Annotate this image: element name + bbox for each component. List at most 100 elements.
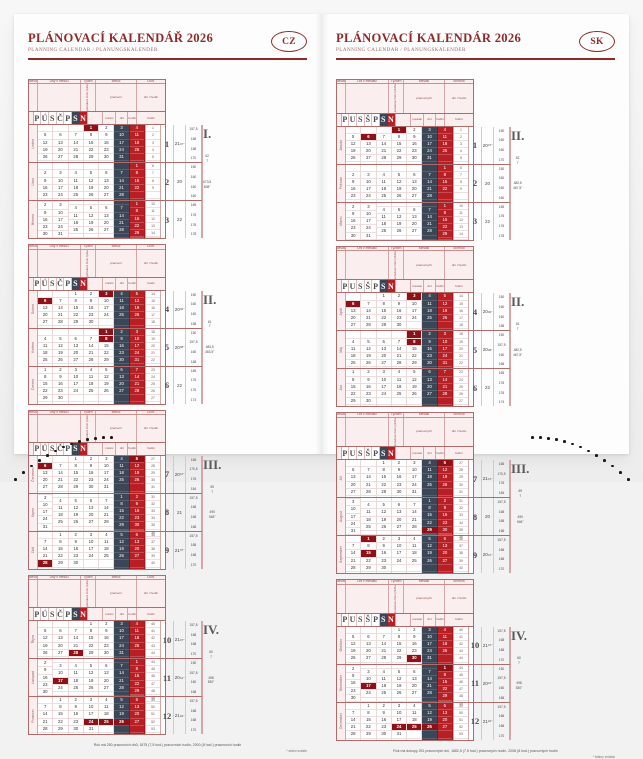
day-cell: 12: [68, 505, 83, 513]
day-column-S: 2 9 16 23 30: [68, 697, 84, 735]
header-week-sub-label: poradové číslo týždňa: [393, 251, 397, 280]
day-cell: 13: [361, 641, 376, 649]
day-cell: 3: [391, 536, 407, 544]
day-cell: 25: [422, 315, 437, 323]
week-number: 16: [454, 308, 468, 315]
day-column-S: 7 14 21 28: [114, 659, 130, 697]
dow-week-sub: [88, 277, 104, 290]
day-cell: [391, 565, 407, 572]
day-column-P: 4 11 18 25: [407, 536, 423, 574]
day-cell: [422, 165, 437, 172]
month-name-cell: Únor: [29, 163, 38, 201]
day-column-P: 2 9 16 23 30: [38, 659, 54, 697]
week-number-column: 18 19 20 21 22: [453, 331, 469, 369]
page-subtitle: PLANNING CALENDAR / PLANUNGSKALENDER: [336, 47, 466, 53]
day-cell: 15: [391, 641, 407, 649]
dow-letter-U-1: U: [349, 280, 357, 293]
month-name-label: August: [339, 511, 343, 523]
day-column-P: 3 10 17 24: [99, 290, 115, 328]
day-cell: 7: [114, 205, 129, 213]
day-cell: 18: [129, 140, 144, 147]
quarter-grid: Měsíc Dny v měsíci Týden Měsíc Čtvrt. pořadov…: [28, 79, 307, 736]
day-column-Ú: 2 9 16 23 30: [53, 366, 69, 404]
day-cell: 4: [38, 336, 53, 343]
day-cell: [437, 731, 452, 739]
month-hours-75: 150: [498, 295, 505, 300]
week-number: 11: [146, 208, 160, 216]
month-hours: 150 157,5 160 168: [494, 665, 509, 702]
week-number: 37: [454, 543, 468, 551]
header-quarter-label: Čtvrt.: [137, 80, 165, 84]
day-cell: 2: [346, 172, 361, 180]
day-column-P: 6 13 20 27: [407, 664, 423, 702]
day-cell: 14: [391, 346, 407, 353]
day-cell: [437, 655, 452, 663]
day-cell: 24: [346, 521, 361, 528]
month-working-days-alt: 47": [179, 472, 185, 477]
day-cell: [129, 395, 144, 403]
quarter-total-days: 482,5: [513, 181, 522, 186]
perforation-dot: [46, 453, 49, 457]
day-cell: 19: [114, 711, 129, 719]
day-cell: 26: [422, 558, 437, 565]
day-cell: 18: [376, 221, 391, 229]
week-number: 2: [454, 134, 468, 142]
day-cell: 18: [83, 381, 99, 388]
day-cell: 24: [422, 648, 437, 656]
day-cell: 6: [407, 669, 422, 677]
day-column-S: 6 13 20 27: [376, 331, 392, 369]
week-number-column: 31 32 33 34 35 36: [145, 493, 161, 537]
day-cell: 8: [361, 710, 376, 718]
month-name-label: Máj: [339, 347, 343, 353]
week-number: 50: [146, 704, 160, 712]
day-column-Ú: 6 13 20 27: [53, 621, 69, 659]
day-cell: 8: [437, 672, 452, 680]
perforation-dot: [587, 449, 590, 453]
month-hours: 165 176 176 174: [494, 369, 509, 406]
month-number: 1: [161, 125, 174, 163]
day-column-P: 5 12 19 26: [346, 126, 362, 164]
day-cell: 10: [38, 502, 53, 510]
day-cell: 8: [346, 377, 361, 384]
month-name-cell: August: [337, 498, 346, 536]
header-month-label: Mesiac: [337, 580, 346, 584]
day-cell: 24: [53, 192, 68, 200]
month-hours-8: 160: [498, 138, 505, 143]
day-cell: 20: [53, 643, 68, 650]
day-column-U: 1 8 15 22 29: [361, 536, 377, 574]
month-hours: 157,5 168 168 168: [494, 498, 509, 535]
day-cell: 26: [83, 192, 99, 200]
day-column-S: 1 8 15 22 29: [68, 290, 84, 328]
day-cell: 7: [38, 704, 53, 712]
day-cell: 24: [407, 482, 422, 489]
day-column-P: 4 11 18 25: [99, 697, 115, 735]
page-header: PLÁNOVACÍ KALENDÁŘ 2026 PLANNING CALENDAR…: [28, 31, 307, 72]
quarter-summary: II. 61 7 483,5 463,5": [202, 290, 216, 404]
day-column-P: 2 9 16 23: [38, 163, 54, 201]
day-cell: 26: [361, 360, 376, 368]
quarter-top-alt: 7: [206, 159, 209, 164]
month-block: Listopad 2 9 16 23 30 3 10 17 24 4 11 18 25 5 12 19 26 6 13…: [29, 659, 202, 702]
day-cell: 22: [361, 558, 376, 565]
day-cell: [68, 234, 83, 239]
dow-quarter-sub: hodin: [137, 112, 165, 125]
day-cell: 9: [361, 377, 376, 384]
day-cell: 16: [407, 141, 422, 149]
dow-letter-P-4: P: [372, 613, 380, 626]
day-cell: 17: [68, 381, 83, 388]
month-working-days-alt: 47": [179, 637, 185, 642]
week-number-column: 49 50 51 52 53: [145, 697, 161, 735]
day-cell: [68, 395, 83, 403]
month-working-days-value: 22: [484, 385, 491, 391]
day-cell: 21: [114, 678, 129, 685]
month-summary: 9 21 47" 157,5 168 168 170: [161, 531, 202, 569]
day-cell: 2: [53, 367, 68, 374]
day-cell: 7: [114, 170, 129, 178]
day-cell: 30: [361, 398, 376, 406]
day-cell: 4: [68, 663, 83, 671]
dow-letter-S-5: S: [379, 447, 388, 460]
day-cell: 8: [422, 505, 437, 513]
day-cell: 8: [129, 666, 144, 674]
